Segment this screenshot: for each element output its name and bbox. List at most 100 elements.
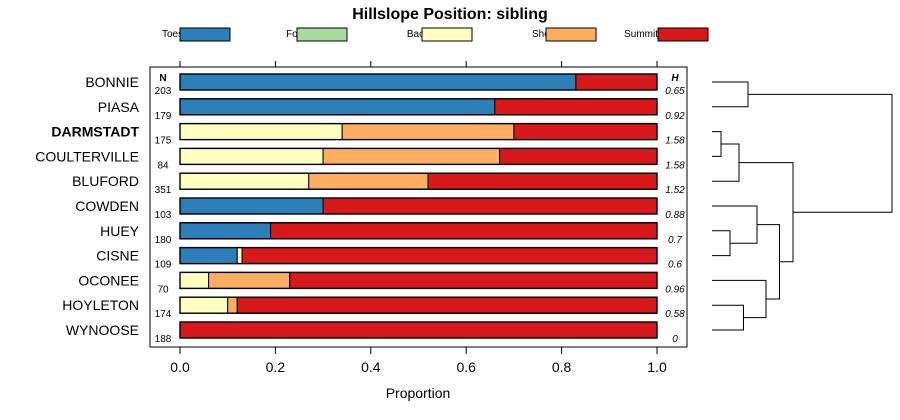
bar-outline — [179, 321, 658, 339]
dendrogram-link-5 — [712, 279, 767, 319]
bar-row-cowden: COWDEN 103 0.88 — [75, 197, 685, 221]
bar-row-huey: HUEY 180 0.7 — [100, 222, 682, 246]
h-value: 1.58 — [665, 160, 685, 171]
x-tick-label: 0.4 — [361, 359, 381, 375]
x-tick-label: 1.0 — [647, 359, 667, 375]
n-value: 174 — [155, 309, 172, 320]
x-axis: 0.0 0.2 0.4 0.6 0.8 1.0 — [170, 347, 667, 375]
bar-segment-summit — [270, 222, 658, 240]
legend: ToeslopeFootslopeBackslopeShoulderSummit — [162, 27, 709, 42]
h-value: 0.65 — [665, 86, 685, 97]
bar-segment-backslope — [179, 123, 343, 141]
legend-label-summit: Summit — [624, 29, 658, 40]
bar-outline — [179, 296, 658, 314]
bar-segment-shoulder — [322, 147, 501, 165]
dendrogram-link-7 — [757, 224, 780, 300]
n-value: 103 — [155, 210, 172, 221]
dendrogram — [712, 81, 893, 331]
bar-outline — [179, 271, 658, 290]
plot-frame — [149, 66, 688, 348]
h-value: 0.92 — [665, 111, 685, 122]
bar-segment-backslope — [179, 271, 210, 289]
dendrogram-link-6 — [712, 205, 758, 244]
bar-row-cisne: CISNE 109 0.6 — [96, 246, 682, 271]
bar-outline — [179, 197, 658, 215]
n-value: 84 — [157, 160, 169, 171]
legend-swatch-shoulder — [545, 27, 597, 42]
bar-segment-summit — [427, 172, 658, 190]
h-value: 0.96 — [665, 284, 685, 295]
x-tick-label: 0.8 — [552, 359, 572, 375]
bar-outline — [179, 222, 658, 240]
bar-segment-backslope — [179, 296, 229, 314]
n-value: 203 — [155, 86, 172, 97]
category-label: OCONEE — [78, 272, 139, 288]
bar-row-piasa: PIASA 179 0.92 — [98, 98, 685, 122]
dendrogram-link-8 — [739, 162, 794, 263]
bar-segment-summit — [241, 247, 658, 265]
n-value: 179 — [155, 111, 172, 122]
bar-row-oconee: OCONEE 70 0.96 — [78, 271, 685, 295]
category-label: BLUFORD — [72, 173, 139, 189]
dendrogram-link-9 — [748, 93, 893, 213]
h-value: 1.58 — [665, 136, 685, 147]
bar-segment-shoulder — [308, 172, 429, 190]
bar-row-coulterville: COULTERVILLE 84 1.58 — [35, 147, 685, 171]
category-label: DARMSTADT — [51, 124, 139, 140]
bar-outline — [179, 172, 658, 190]
bar-segment-toeslope — [179, 73, 577, 91]
bar-segment-shoulder — [227, 296, 238, 314]
bar-segment-toeslope — [179, 98, 496, 116]
bar-rows: BONNIE 203 0.65 PIASA 179 0.92 DARMSTADT 175 1.5… — [35, 73, 685, 345]
x-tick-label: 0.6 — [456, 359, 476, 375]
h-value: 0.88 — [665, 210, 685, 221]
dendrogram-link-0 — [712, 81, 749, 108]
legend-swatch-backslope — [421, 27, 473, 42]
category-label: WYNOOSE — [66, 322, 139, 338]
h-value: 0.58 — [665, 309, 685, 320]
bar-segment-summit — [322, 197, 658, 215]
bar-segment-toeslope — [179, 247, 238, 265]
dendrogram-link-1 — [712, 131, 722, 157]
category-label: HOYLETON — [62, 297, 139, 313]
bar-row-bluford: BLUFORD 351 1.52 — [72, 172, 685, 196]
bar-row-wynoose: WYNOOSE 188 0 — [66, 321, 678, 345]
bar-segment-backslope — [236, 247, 243, 265]
bar-segment-summit — [289, 271, 658, 289]
x-tick-label: 0.0 — [170, 359, 190, 375]
legend-swatch-toeslope — [179, 27, 231, 42]
bar-segment-summit — [575, 73, 658, 91]
n-column-header: N — [159, 73, 166, 84]
dendrogram-link-2 — [712, 304, 744, 331]
bar-segment-backslope — [179, 172, 310, 190]
n-value: 70 — [157, 284, 169, 295]
bar-outline — [179, 246, 658, 265]
bar-row-hoyleton: HOYLETON 174 0.58 — [62, 296, 685, 320]
bar-segment-toeslope — [179, 222, 272, 240]
n-value: 175 — [155, 136, 172, 147]
bar-segment-backslope — [179, 147, 324, 165]
bar-outline — [179, 147, 658, 166]
legend-swatch-footslope — [296, 27, 348, 42]
n-value: 180 — [155, 235, 172, 246]
n-value: 188 — [155, 334, 172, 345]
h-value: 0 — [672, 334, 678, 345]
category-label: COULTERVILLE — [35, 148, 139, 164]
bar-row-darmstadt: DARMSTADT 175 1.58 — [51, 122, 685, 147]
bar-outline — [179, 122, 658, 141]
bar-segment-summit — [499, 147, 658, 165]
top-axis-ticks — [179, 61, 658, 67]
bar-segment-shoulder — [341, 123, 515, 141]
x-axis-title: Proportion — [386, 385, 451, 401]
bar-outline — [179, 73, 658, 91]
h-value: 0.6 — [668, 260, 682, 271]
x-tick-label: 0.2 — [266, 359, 286, 375]
bar-segment-shoulder — [208, 271, 291, 289]
legend-swatch-summit — [657, 27, 709, 42]
n-value: 109 — [155, 260, 172, 271]
h-value: 0.7 — [668, 235, 682, 246]
bar-segment-toeslope — [179, 197, 324, 215]
bar-segment-summit — [513, 123, 658, 141]
category-label: BONNIE — [85, 74, 139, 90]
